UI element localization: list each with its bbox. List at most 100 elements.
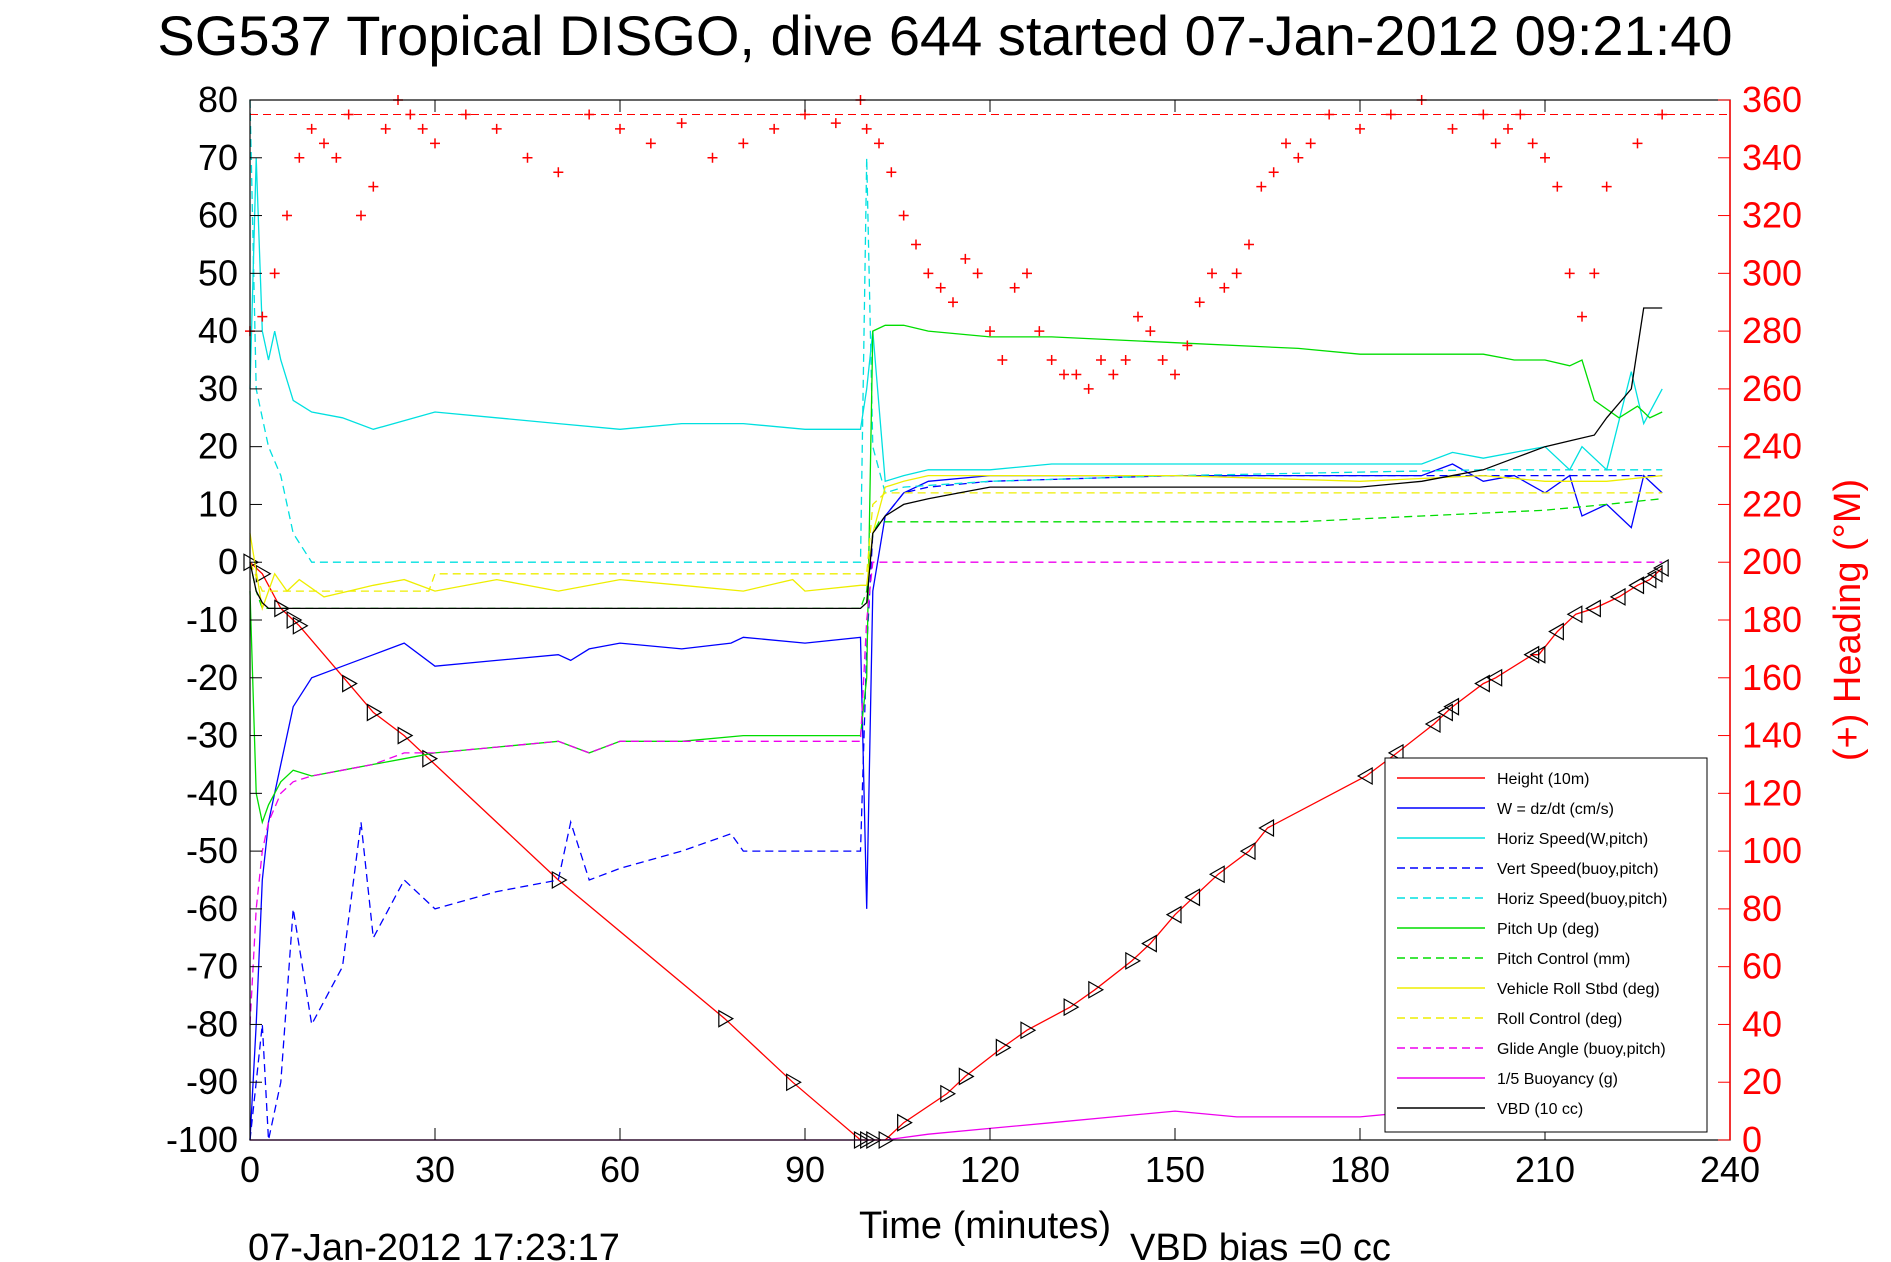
heading-point xyxy=(1268,167,1279,178)
y-tick-label: -70 xyxy=(186,946,238,987)
heading-point xyxy=(1552,181,1563,192)
height-marker xyxy=(1239,842,1256,861)
heading-point xyxy=(997,355,1008,365)
heading-point xyxy=(830,118,841,129)
heading-point xyxy=(1108,369,1119,380)
y-tick-label: -100 xyxy=(166,1119,238,1160)
heading-point xyxy=(948,297,958,308)
heading-point xyxy=(1120,355,1131,365)
series-line xyxy=(249,474,1663,611)
x-tick-label: 0 xyxy=(240,1149,260,1190)
heading-point xyxy=(645,138,656,149)
y2-tick-label: 20 xyxy=(1742,1061,1782,1102)
y-tick-label: 70 xyxy=(198,137,238,178)
heading-point xyxy=(1293,152,1304,163)
heading-point xyxy=(1515,109,1526,120)
legend-label: Horiz Speed(buoy,pitch) xyxy=(1497,891,1667,908)
heading-point xyxy=(1385,109,1396,120)
y2-tick-label: 160 xyxy=(1742,657,1802,698)
heading-point xyxy=(356,210,366,221)
y-tick-label: 30 xyxy=(198,368,238,409)
y-axis-right-label: (+) Heading (°M) xyxy=(1827,479,1869,761)
heading-point xyxy=(911,239,921,250)
heading-point xyxy=(1046,355,1057,365)
y2-tick-label: 300 xyxy=(1742,252,1802,293)
heading-point xyxy=(257,311,268,322)
heading-point xyxy=(886,167,897,178)
y-tick-label: -90 xyxy=(186,1061,238,1102)
y-tick-label: -10 xyxy=(186,599,238,640)
heading-point xyxy=(1503,123,1513,134)
x-tick-label: 120 xyxy=(960,1149,1020,1190)
y-tick-label: 50 xyxy=(198,252,238,293)
heading-point xyxy=(985,326,995,337)
x-tick-label: 240 xyxy=(1700,1149,1760,1190)
legend-label: Vehicle Roll Stbd (deg) xyxy=(1497,981,1660,998)
y-tick-label: 20 xyxy=(198,426,238,467)
y2-tick-label: 60 xyxy=(1742,946,1782,987)
height-marker xyxy=(1585,599,1601,618)
height-marker xyxy=(1088,980,1105,999)
heading-point xyxy=(522,152,533,163)
x-tick-label: 180 xyxy=(1330,1149,1390,1190)
x-tick-label: 150 xyxy=(1145,1149,1205,1190)
x-axis: 0 30 60 90 120 150 180 210 240 xyxy=(240,100,1760,1190)
y-axis-left: 80 70 60 50 40 30 20 10 0 -10 -20 -30 -40 -50 -60 -70 -8… xyxy=(166,79,262,1160)
height-marker xyxy=(1652,558,1669,578)
heading-point xyxy=(1244,239,1254,250)
height-marker xyxy=(1184,888,1201,907)
y2-tick-label: 360 xyxy=(1742,79,1802,120)
heading-point xyxy=(282,210,292,221)
heading-point xyxy=(738,138,749,149)
height-marker xyxy=(1020,1021,1037,1040)
height-marker xyxy=(1646,564,1663,583)
y2-tick-label: 340 xyxy=(1742,137,1802,178)
heading-point xyxy=(1059,369,1069,380)
heading-point xyxy=(1577,311,1587,322)
heading-point xyxy=(935,282,946,293)
series-layer xyxy=(243,99,1669,1150)
heading-point xyxy=(1009,282,1020,293)
heading-point xyxy=(1324,109,1335,120)
heading-point xyxy=(1096,355,1106,365)
legend-label: Pitch Up (deg) xyxy=(1497,921,1599,938)
height-marker xyxy=(1208,865,1225,884)
legend-label: 1/5 Buoyancy (g) xyxy=(1497,1071,1618,1088)
heading-point xyxy=(331,152,342,163)
heading-point xyxy=(1657,109,1668,120)
y2-tick-label: 40 xyxy=(1742,1003,1782,1044)
heading-point xyxy=(294,152,305,163)
heading-point xyxy=(1022,268,1032,279)
y2-tick-label: 120 xyxy=(1742,772,1802,813)
heading-point xyxy=(960,253,971,264)
height-marker xyxy=(1628,576,1645,595)
heading-point xyxy=(1305,138,1316,149)
height-marker xyxy=(718,1009,735,1028)
heading-point xyxy=(1182,340,1193,351)
y-tick-label: -80 xyxy=(186,1003,238,1044)
height-marker xyxy=(1443,697,1460,716)
y-tick-label: 10 xyxy=(198,483,238,524)
heading-point xyxy=(1071,369,1082,380)
heading-point xyxy=(1527,138,1538,149)
heading-point xyxy=(1145,326,1156,337)
height-marker xyxy=(958,1067,975,1086)
heading-point xyxy=(1207,268,1217,279)
series-line xyxy=(249,99,1663,563)
height-marker xyxy=(1437,703,1453,722)
height-marker xyxy=(342,674,358,693)
heading-point xyxy=(1219,282,1230,293)
height-marker xyxy=(1424,714,1441,734)
height-marker xyxy=(1548,622,1564,641)
heading-point xyxy=(1157,355,1168,365)
height-marker xyxy=(1609,587,1626,606)
heading-point xyxy=(1256,181,1267,192)
height-marker xyxy=(1258,818,1275,838)
heading-point xyxy=(1355,123,1365,134)
y-tick-label: -40 xyxy=(186,772,238,813)
legend-label: Glide Angle (buoy,pitch) xyxy=(1497,1041,1666,1058)
height-marker xyxy=(1640,570,1657,589)
heading-point xyxy=(707,152,718,163)
heading-point xyxy=(1589,268,1600,279)
